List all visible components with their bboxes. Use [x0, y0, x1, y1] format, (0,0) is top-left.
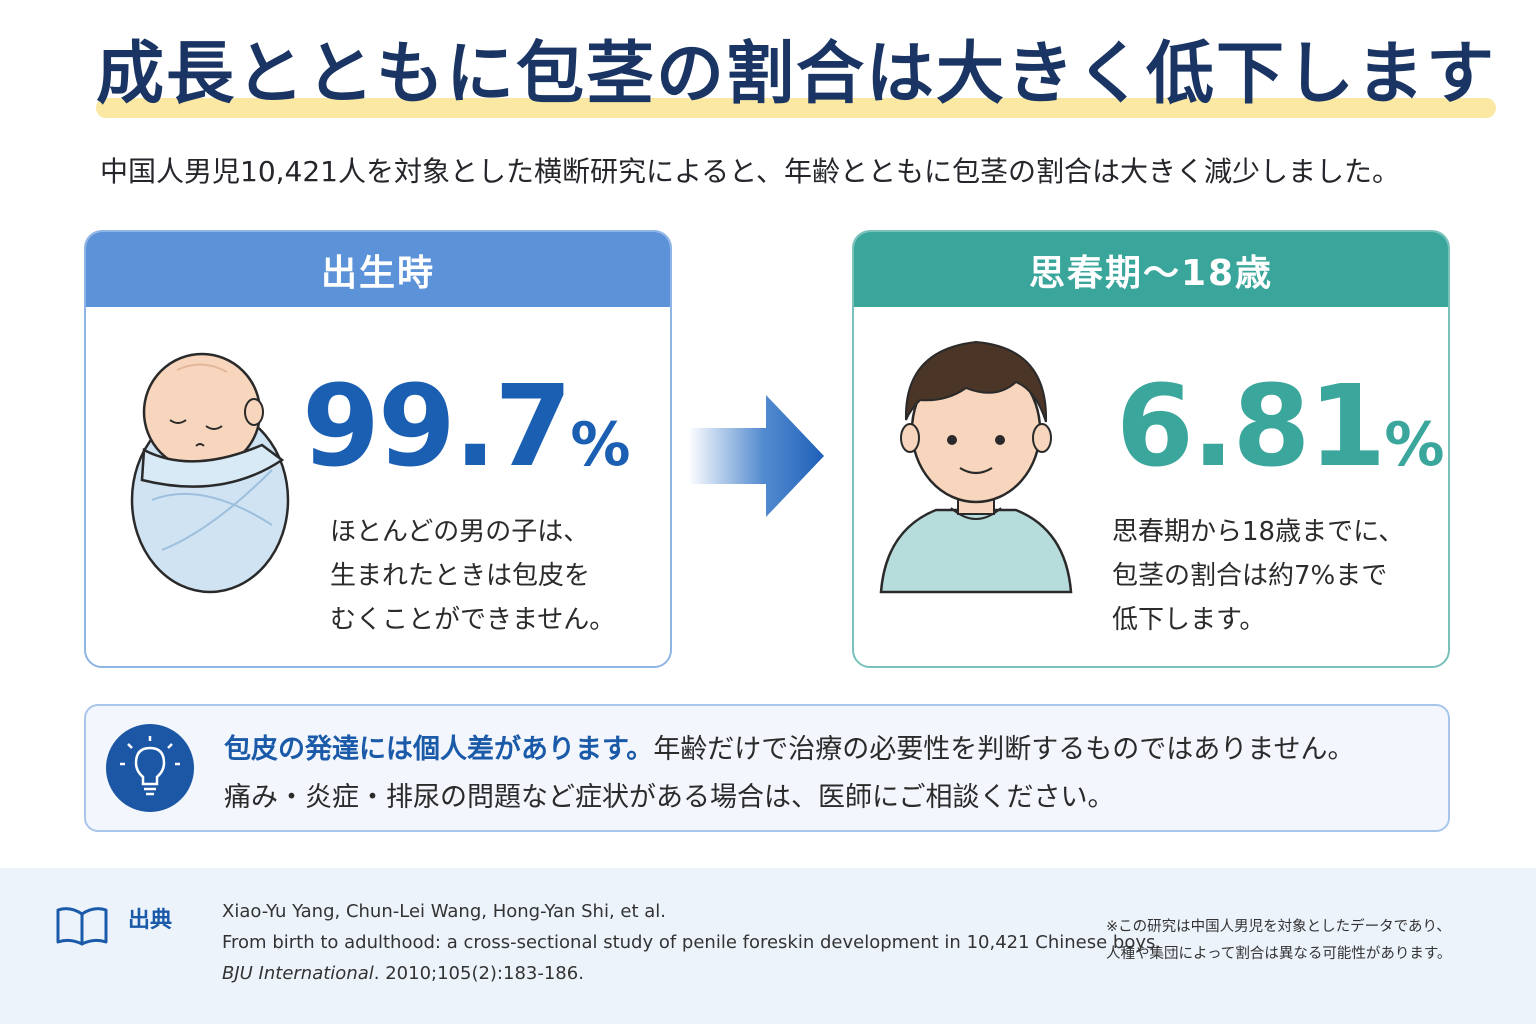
birth-card: 出生時 99.7% ほとんどの男の子は、 生まれたときは包皮を むくことができま…	[84, 230, 672, 668]
citation-article: From birth to adulthood: a cross-section…	[222, 932, 1162, 953]
source-footer: 出典 Xiao-Yu Yang, Chun-Lei Wang, Hong-Yan…	[0, 868, 1536, 1024]
teen-desc-line: 包茎の割合は約7%まで	[1112, 561, 1388, 591]
citation-details: . 2010;105(2):183-186.	[373, 963, 584, 984]
citation: Xiao-Yu Yang, Chun-Lei Wang, Hong-Yan Sh…	[222, 896, 1161, 989]
birth-desc-line: 生まれたときは包皮を	[330, 561, 591, 591]
teen-percentage: 6.81%	[1116, 371, 1445, 515]
book-icon	[56, 907, 108, 946]
advice-line-2: 痛み・炎症・排尿の問題など症状がある場合は、医師にご相談ください。	[224, 782, 1115, 813]
footnote-line: 人種や集団によって割合は異なる可能性があります。	[1106, 946, 1452, 962]
teen-value: 6.81	[1116, 362, 1386, 492]
birth-desc-line: ほとんどの男の子は、	[330, 517, 590, 547]
teen-description: 思春期から18歳までに、 包茎の割合は約7%まで 低下します。	[1112, 510, 1404, 642]
advice-line-1: 包皮の発達には個人差があります。年齢だけで治療の必要性を判断するものではありませ…	[224, 726, 1355, 774]
teen-card: 思春期〜18歳 6.81% 思春期から18歳までに、 包茎の割合は約7%まで 低…	[852, 230, 1450, 668]
footnote: ※この研究は中国人男児を対象としたデータであり、 人種や集団によって割合は異なる…	[1106, 914, 1451, 968]
citation-authors: Xiao-Yu Yang, Chun-Lei Wang, Hong-Yan Sh…	[222, 901, 667, 922]
birth-value: 99.7	[302, 362, 572, 492]
teen-unit: %	[1384, 410, 1445, 480]
birth-unit: %	[570, 410, 631, 480]
page-subtitle: 中国人男児10,421人を対象とした横断研究によると、年齢とともに包茎の割合は大…	[100, 155, 1401, 188]
source-label: 出典	[128, 908, 173, 933]
advice-note: 包皮の発達には個人差があります。年齢だけで治療の必要性を判断するものではありませ…	[84, 704, 1450, 832]
title-block: 成長とともに包茎の割合は大きく低下します	[96, 30, 1496, 125]
birth-percentage: 99.7%	[302, 371, 631, 515]
swaddled-baby-icon	[130, 352, 290, 594]
citation-journal: BJU International	[222, 963, 374, 984]
page-title: 成長とともに包茎の割合は大きく低下します	[96, 35, 1497, 114]
teen-boy-icon	[879, 340, 1073, 594]
teen-desc-line: 低下します。	[1112, 605, 1266, 635]
arrow-right-icon	[688, 395, 824, 517]
title-highlight	[96, 98, 1496, 118]
lightbulb-icon	[106, 724, 194, 812]
teen-desc-line: 思春期から18歳までに、	[1112, 517, 1405, 547]
birth-desc-line: むくことができません。	[330, 605, 616, 635]
footnote-line: ※この研究は中国人男児を対象としたデータであり、	[1106, 919, 1451, 935]
birth-description: ほとんどの男の子は、 生まれたときは包皮を むくことができません。	[330, 510, 615, 642]
advice-text: 包皮の発達には個人差があります。年齢だけで治療の必要性を判断するものではありませ…	[224, 726, 1355, 822]
advice-emphasis: 包皮の発達には個人差があります。	[224, 734, 654, 765]
citation-journal-line: BJU International. 2010;105(2):183-186.	[222, 958, 1161, 989]
advice-rest: 年齢だけで治療の必要性を判断するものではありません。	[653, 734, 1355, 765]
birth-card-header: 出生時	[86, 232, 670, 307]
teen-card-header: 思春期〜18歳	[854, 232, 1448, 307]
